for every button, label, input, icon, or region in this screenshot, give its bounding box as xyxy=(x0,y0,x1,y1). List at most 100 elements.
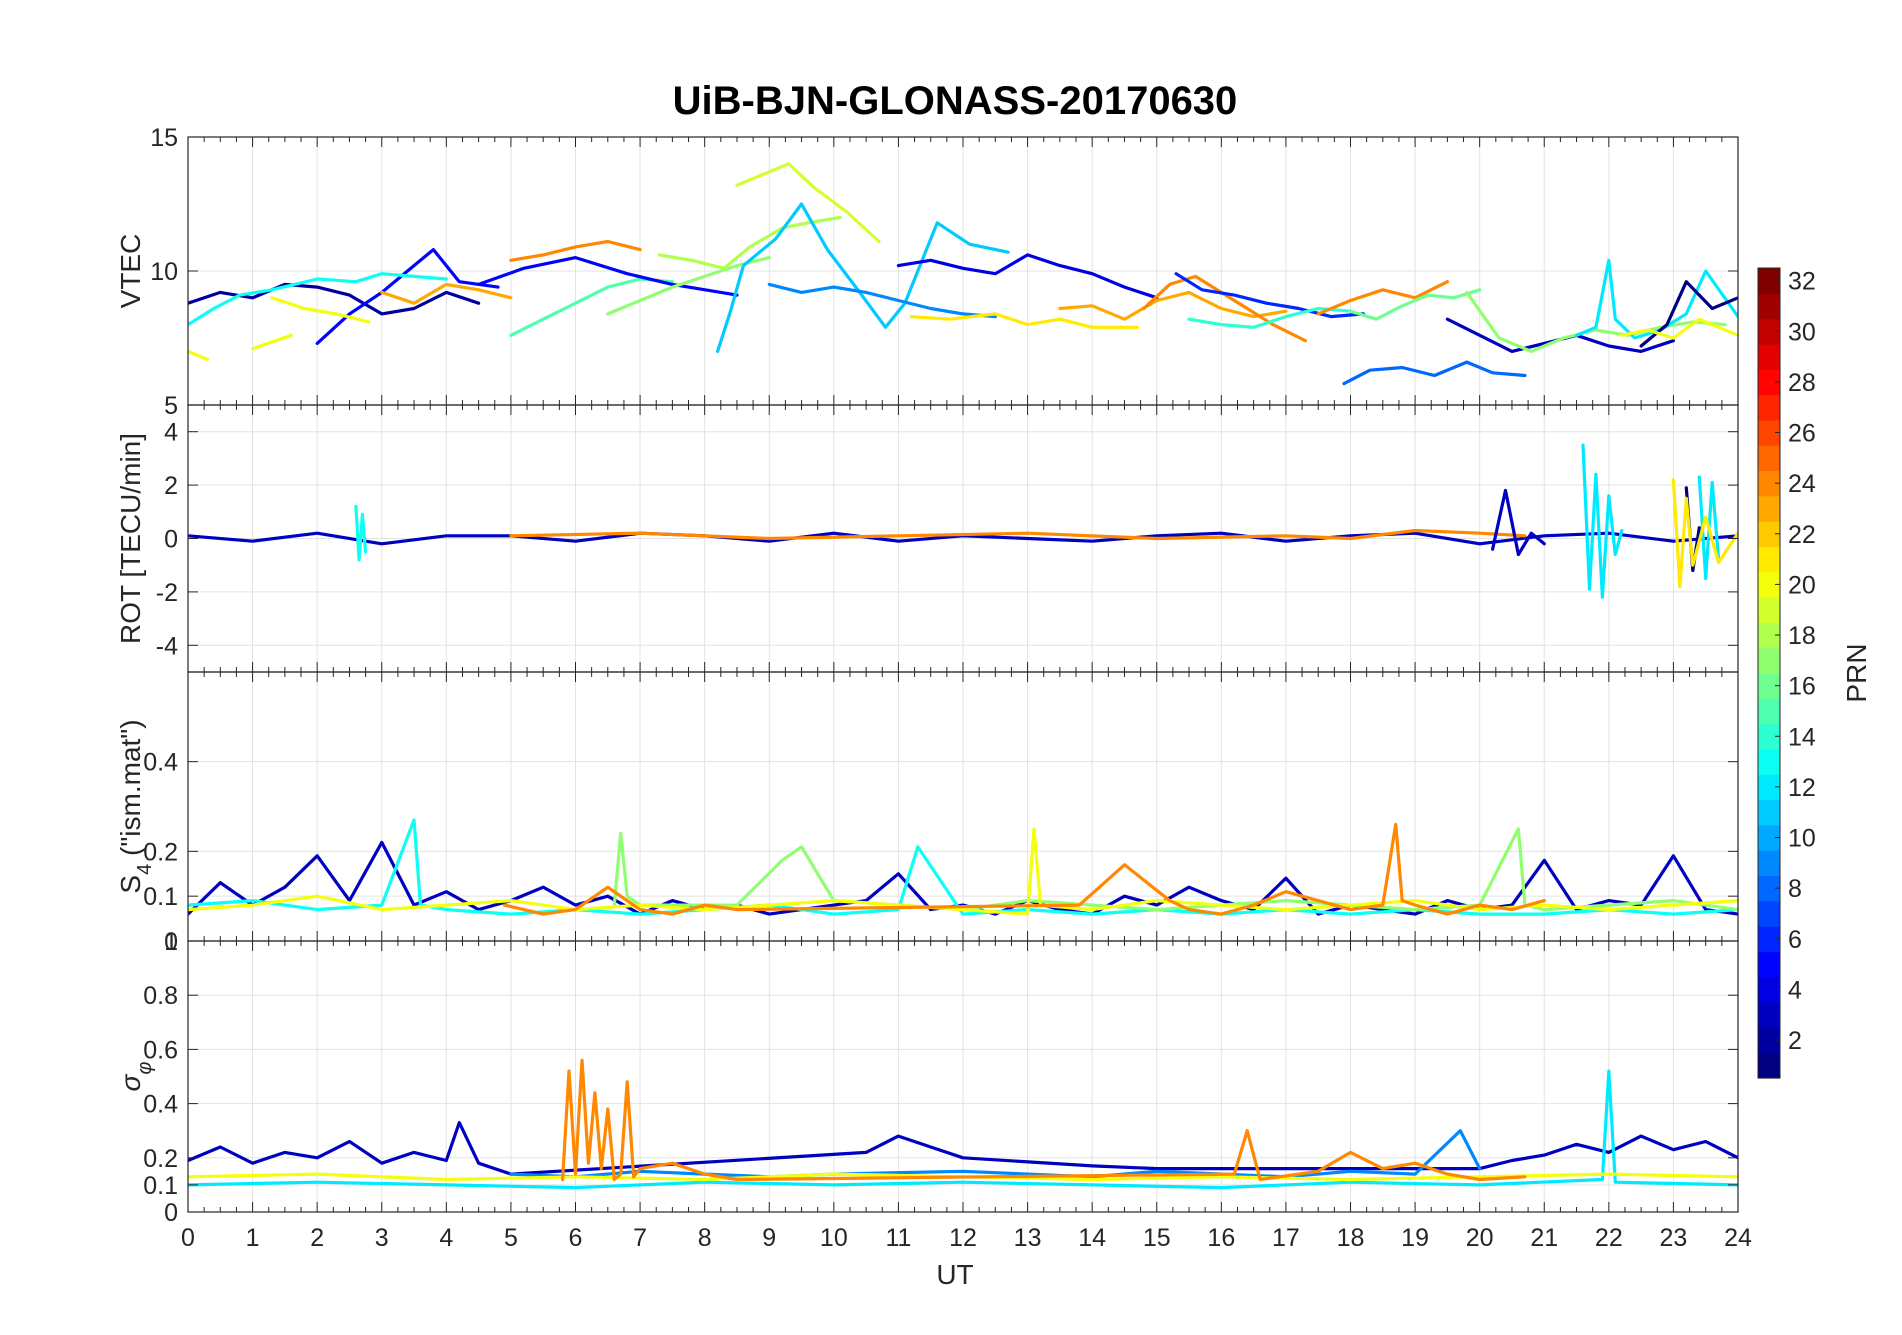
series-line-prn-24 xyxy=(509,528,1527,541)
x-tick-label: 7 xyxy=(633,1224,647,1252)
colorbar-swatch xyxy=(1758,546,1780,573)
colorbar-tick-label: 10 xyxy=(1788,825,1816,853)
y-tick-label: 0.4 xyxy=(143,1091,178,1119)
y-axis-label-1: VTEC xyxy=(115,234,146,309)
x-tick-label: 15 xyxy=(1143,1224,1171,1252)
series-line-prn-17 xyxy=(1465,290,1727,353)
colorbar-tick-label: 6 xyxy=(1788,926,1802,954)
x-tick-label: 1 xyxy=(246,1224,260,1252)
y-tick-label: 10 xyxy=(150,258,178,286)
panel-3: 0 0.1 0.2 0.4S4 ("ism.mat") xyxy=(115,671,1739,956)
series-line-prn-20 xyxy=(1620,317,1738,340)
colorbar-swatch xyxy=(1758,698,1780,725)
colorbar-swatch xyxy=(1758,343,1780,370)
colorbar-tick-label: 22 xyxy=(1788,521,1816,549)
series-line-prn-20 xyxy=(188,827,1738,916)
series-line-prn-12 xyxy=(188,1069,1738,1190)
colorbar-swatch xyxy=(1758,369,1780,396)
x-tick-label: 21 xyxy=(1530,1224,1558,1252)
x-tick-label: 9 xyxy=(762,1224,776,1252)
x-tick-label: 12 xyxy=(949,1224,977,1252)
y-axis-label-3: S4 ("ism.mat") xyxy=(115,719,156,893)
colorbar-swatch xyxy=(1758,799,1780,826)
series-line-prn-6 xyxy=(1174,272,1366,319)
colorbar-swatch xyxy=(1758,1002,1780,1028)
colorbar-swatch xyxy=(1758,976,1780,1003)
colorbar-tick-label: 24 xyxy=(1788,470,1816,498)
y-tick-label: 15 xyxy=(150,124,178,152)
y-tick-label: 2 xyxy=(164,472,178,500)
panel-2: -4 -2 0 2 4 ROT [TECU/min] xyxy=(115,404,1739,673)
y-tick-label: 1 xyxy=(164,928,178,956)
colorbar-swatch xyxy=(1758,268,1780,294)
y-tick-label: 0.2 xyxy=(143,1145,178,1173)
colorbar-swatch xyxy=(1758,495,1780,522)
colorbar-swatch xyxy=(1758,774,1780,801)
series-line-prn-13 xyxy=(188,272,448,327)
y-tick-label: 0 xyxy=(164,1199,178,1227)
colorbar-tick-label: 2 xyxy=(1788,1027,1802,1055)
panel-1-series xyxy=(188,162,1738,386)
chart-title: UiB-BJN-GLONASS-20170630 xyxy=(673,79,1238,123)
y-tick-label: 0.6 xyxy=(143,1036,178,1064)
y-tick-label: 4 xyxy=(164,419,178,447)
series-line-prn-24 xyxy=(1316,280,1450,316)
panel-2-series xyxy=(188,443,1738,599)
series-line-prn-24 xyxy=(509,239,642,262)
series-line-prn-12 xyxy=(1574,258,1738,340)
x-tick-label: 17 xyxy=(1272,1224,1300,1252)
series-line-prn-5 xyxy=(477,256,739,297)
y-tick-label: 0.1 xyxy=(143,883,178,911)
x-tick-label: 20 xyxy=(1466,1224,1494,1252)
series-line-prn-4 xyxy=(896,253,1159,300)
x-tick-label: 0 xyxy=(181,1224,195,1252)
colorbar-tick-label: 18 xyxy=(1788,622,1816,650)
series-line-prn-13 xyxy=(188,818,1738,916)
series-line-prn-12 xyxy=(1581,443,1624,599)
x-tick-label: 22 xyxy=(1595,1224,1623,1252)
colorbar-swatch xyxy=(1758,1052,1780,1079)
y-tick-label: 0 xyxy=(164,526,178,554)
series-line-prn-19 xyxy=(735,162,881,244)
series-line-prn-21 xyxy=(909,312,1140,329)
series-line-prn-13 xyxy=(354,504,368,562)
panel-4-series xyxy=(188,1058,1738,1190)
series-line-prn-8 xyxy=(1342,360,1527,386)
y-tick-label: 5 xyxy=(164,392,178,420)
y-tick-label: 0.1 xyxy=(143,1172,178,1200)
y-axis-label-4: σφ xyxy=(115,1062,156,1092)
y-axis-label-2: ROT [TECU/min] xyxy=(115,433,146,644)
y-tick-label: 0.2 xyxy=(143,838,178,866)
panel-1: 5 10 15 VTEC xyxy=(115,124,1739,420)
series-line-prn-21 xyxy=(1671,478,1738,589)
x-tick-label: 13 xyxy=(1014,1224,1042,1252)
colorbar-tick-label: 16 xyxy=(1788,673,1816,701)
x-tick-label: 3 xyxy=(375,1224,389,1252)
colorbar-swatch xyxy=(1758,875,1780,902)
series-line-prn-23 xyxy=(1058,290,1288,321)
y-tick-label: -4 xyxy=(156,632,178,660)
colorbar-swatch xyxy=(1758,521,1780,548)
colorbar-swatch xyxy=(1758,850,1780,877)
series-line-prn-20 xyxy=(270,296,371,324)
series-line-prn-18 xyxy=(657,215,842,270)
colorbar-tick-label: 32 xyxy=(1788,268,1816,296)
series-line-prn-20 xyxy=(251,333,293,351)
series-line-prn-9 xyxy=(767,282,997,319)
colorbar-tick-label: 26 xyxy=(1788,420,1816,448)
colorbar-swatch xyxy=(1758,293,1780,320)
colorbar-swatch xyxy=(1758,824,1780,851)
colorbar-label: PRN xyxy=(1841,643,1872,702)
x-tick-label: 5 xyxy=(504,1224,518,1252)
x-tick-label: 2 xyxy=(310,1224,324,1252)
colorbar-swatch xyxy=(1758,470,1780,497)
x-axis: 0 1 2 3 4 5 6 7 8 9 10 11 12 13 14 15 16 17 18 19 20 21 22 23 24 xyxy=(181,1224,1752,1252)
colorbar-swatch xyxy=(1758,1027,1780,1054)
x-tick-label: 16 xyxy=(1207,1224,1235,1252)
colorbar-tick-label: 12 xyxy=(1788,774,1816,802)
colorbar-swatch xyxy=(1758,647,1780,674)
